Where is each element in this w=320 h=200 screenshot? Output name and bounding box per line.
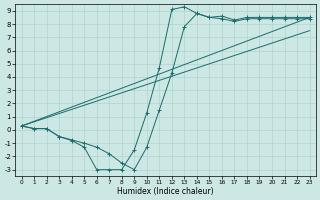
X-axis label: Humidex (Indice chaleur): Humidex (Indice chaleur) — [117, 187, 214, 196]
